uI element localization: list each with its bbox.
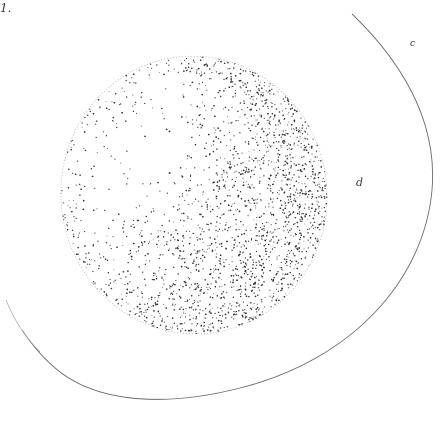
plate-label-top-left: 1. bbox=[0, 1, 11, 15]
outer-membrane-inner-edge bbox=[5, 299, 41, 353]
plate-label-d: d bbox=[356, 176, 363, 189]
outer-membrane-outline bbox=[21, 13, 434, 400]
plate-label-c: c bbox=[410, 39, 415, 49]
stippled-egg-body bbox=[60, 55, 328, 335]
